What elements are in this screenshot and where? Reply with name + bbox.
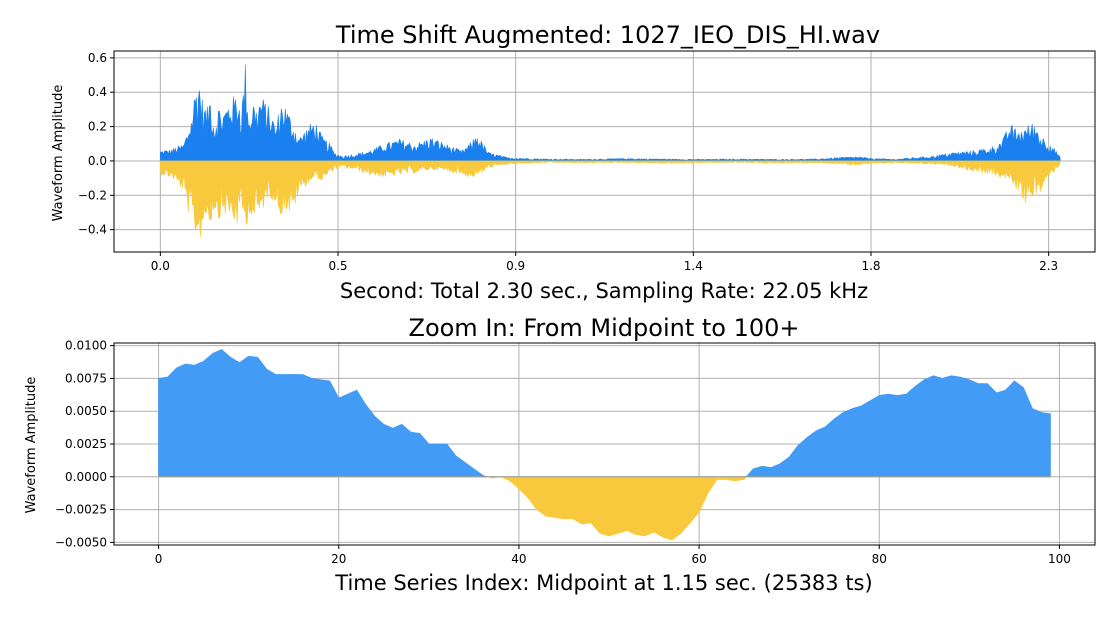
waveform-y-tick-label: 0.6 xyxy=(88,51,107,65)
zoom-y-tick-label: 0.0050 xyxy=(65,404,107,418)
zoom-y-axis-label: Waveform Amplitude xyxy=(24,377,39,514)
waveform-y-tick-label: 0.0 xyxy=(88,154,107,168)
zoom-x-tick-label: 20 xyxy=(331,552,346,566)
zoom-x-tick-label: 40 xyxy=(511,552,526,566)
zoom-x-axis-label: Time Series Index: Midpoint at 1.15 sec.… xyxy=(334,571,872,595)
zoom-x-tick-label: 60 xyxy=(691,552,706,566)
zoom-y-tick-label: 0.0000 xyxy=(65,470,107,484)
waveform-chart: 0.0 0.5 0.9 1.4 1.8 2.3 −0.4−0.20.00.20.40.6 … xyxy=(51,21,1096,303)
zoom-x-tick-label: 0 xyxy=(155,552,163,566)
waveform-frame xyxy=(113,50,1096,253)
waveform-y-tick-label: −0.4 xyxy=(78,223,107,237)
waveform-x-tick-label: 1.4 xyxy=(684,259,703,273)
waveform-positive-series xyxy=(160,64,1061,162)
waveform-x-axis-label: Second: Total 2.30 sec., Sampling Rate: … xyxy=(340,279,868,303)
waveform-area xyxy=(160,64,1061,238)
waveform-negative-series xyxy=(160,160,1061,238)
zoom-title: Zoom In: From Midpoint to 100+ xyxy=(409,314,800,342)
waveform-x-tick-label: 0.0 xyxy=(151,259,170,273)
zoom-chart: 0 20 40 60 80 100 −0.0050 −0.0025 0.0000 0.0025 0… xyxy=(24,314,1096,595)
waveform-x-tick-label: 1.8 xyxy=(861,259,880,273)
zoom-y-ticks: −0.0050 −0.0025 0.0000 0.0025 0.0050 0.0075 0.… xyxy=(55,339,114,549)
zoom-y-tick-label: 0.0025 xyxy=(65,437,107,451)
waveform-x-tick-label: 0.5 xyxy=(328,259,347,273)
waveform-y-ticks: −0.4 −0.2 0.0 0.2 0.4 0.6 xyxy=(78,51,114,237)
waveform-title: Time Shift Augmented: 1027_IEO_DIS_HI.wa… xyxy=(335,21,880,49)
zoom-x-ticks: 0 20 40 60 80 100 xyxy=(155,545,1071,566)
zoom-y-tick-label: 0.0075 xyxy=(65,371,107,385)
waveform-x-tick-label: 2.3 xyxy=(1039,259,1058,273)
waveform-x-tick-label: 0.9 xyxy=(506,259,525,273)
waveform-y-tick-label: 0.4 xyxy=(88,85,107,99)
zoom-x-tick-label: 80 xyxy=(872,552,887,566)
zoom-area xyxy=(157,349,1051,541)
zoom-y-tick-label: −0.0050 xyxy=(55,535,107,549)
zoom-y-tick-label: 0.0100 xyxy=(65,339,107,353)
zoom-y-tick-label: −0.0025 xyxy=(55,503,107,517)
waveform-y-tick-label: −0.2 xyxy=(78,188,107,202)
zoom-x-tick-label: 100 xyxy=(1048,552,1071,566)
waveform-y-tick-label: 0.2 xyxy=(88,120,107,134)
waveform-y-axis-label: Waveform Amplitude xyxy=(51,85,66,222)
waveform-x-ticks: 0.0 0.5 0.9 1.4 1.8 2.3 xyxy=(151,252,1058,273)
